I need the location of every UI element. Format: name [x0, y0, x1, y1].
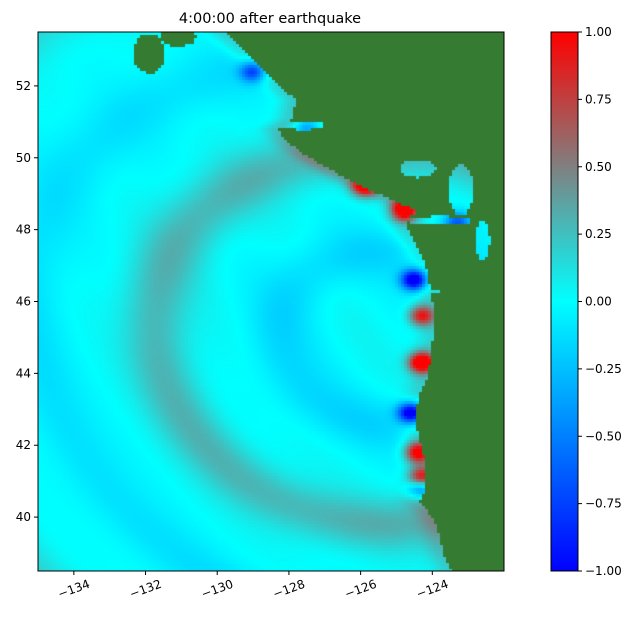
map-plot: −134 −132 −130 −128 −126 −124 40 42 44 46 48 50 52	[16, 31, 505, 601]
x-tick-label: −124	[414, 577, 450, 601]
colorbar-tick-label: −0.25	[585, 362, 622, 376]
y-tick-label: 40	[16, 510, 31, 524]
colorbar: 1.00 0.75 0.50 0.25 0.00 −0.25 −0.50 −0.75 −1.00	[550, 25, 622, 578]
x-tick-label: −130	[199, 577, 235, 601]
y-tick-label: 48	[16, 223, 31, 237]
colorbar-tick-label: −0.50	[585, 429, 622, 443]
x-tick-label: −134	[56, 577, 92, 601]
y-axis: 40 42 44 46 48 50 52	[16, 79, 38, 524]
y-tick-label: 46	[16, 295, 31, 309]
colorbar-tick-label: 0.75	[585, 92, 612, 106]
colorbar-tick-label: 0.25	[585, 227, 612, 241]
colorbar-tick-label: −0.75	[585, 497, 622, 511]
colorbar-axis: 1.00 0.75 0.50 0.25 0.00 −0.25 −0.50 −0.75 −1.00	[578, 25, 622, 578]
x-axis: −134 −132 −130 −128 −126 −124	[56, 571, 450, 601]
colorbar-tick-label: 0.50	[585, 160, 612, 174]
y-tick-label: 50	[16, 151, 31, 165]
x-tick-label: −126	[343, 577, 379, 601]
wave-amplitude-heatmap	[38, 32, 504, 571]
x-tick-label: −128	[271, 577, 307, 601]
y-tick-label: 44	[16, 366, 31, 380]
chart-title: 4:00:00 after earthquake	[179, 11, 361, 27]
y-tick-label: 52	[16, 79, 31, 93]
x-tick-label: −132	[128, 577, 164, 601]
colorbar-tick-label: 0.00	[585, 295, 612, 309]
colorbar-tick-label: −1.00	[585, 564, 622, 578]
colorbar-tick-label: 1.00	[585, 25, 612, 39]
y-tick-label: 42	[16, 438, 31, 452]
colorbar-gradient	[551, 32, 578, 571]
